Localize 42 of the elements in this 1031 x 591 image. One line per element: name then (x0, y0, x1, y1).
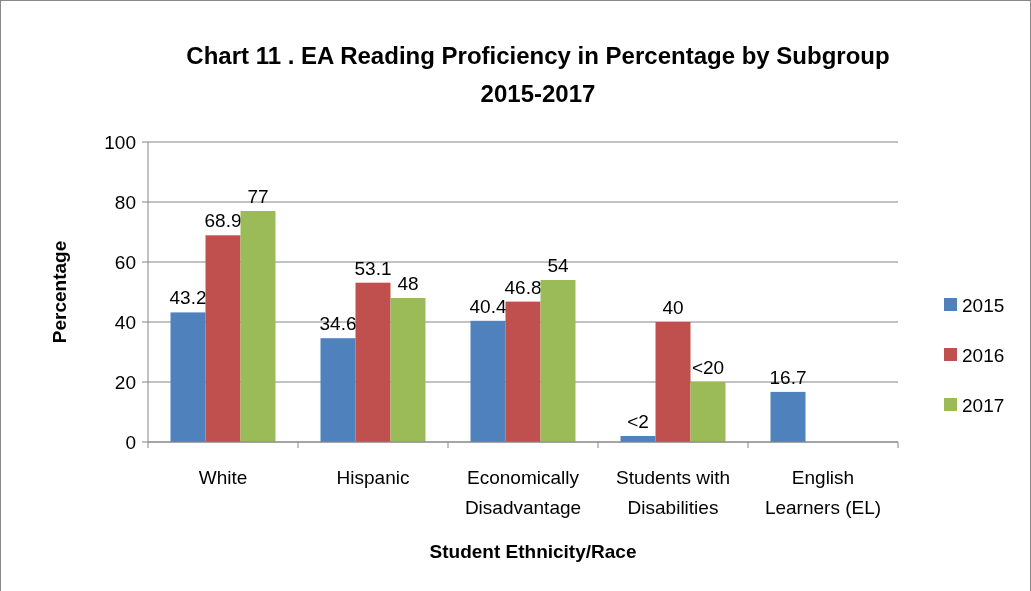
data-label: 34.6 (319, 313, 357, 335)
y-tick-label: 80 (114, 191, 136, 213)
bar (540, 280, 576, 442)
x-tick-label: English Learners (EL) (764, 467, 882, 518)
bar (320, 338, 356, 442)
chart-title: Chart 11 . EA Reading Proficiency in Percentage by Subgroup 2015-2017 (186, 42, 890, 107)
data-label: 68.9 (204, 210, 242, 232)
bar (390, 298, 426, 442)
legend-label: 2016 (962, 344, 1005, 366)
data-label: 16.7 (769, 366, 807, 388)
data-label: 48 (397, 273, 419, 294)
y-tick-label: 100 (104, 131, 136, 153)
data-label: 54 (547, 255, 569, 276)
y-tick-label: 40 (114, 311, 136, 333)
legend-label: 2015 (962, 294, 1005, 316)
data-label: 53.1 (354, 257, 392, 279)
bar (355, 282, 391, 442)
data-label: 40 (662, 297, 684, 318)
x-tick-label: Students with Disabilities (615, 467, 731, 518)
data-label: <2 (627, 411, 649, 432)
data-label: 40.4 (469, 295, 507, 317)
x-tick-label: Hispanic (336, 467, 410, 488)
data-label: 77 (247, 186, 269, 207)
bar (655, 322, 691, 442)
bar (205, 235, 241, 442)
y-tick-label: 20 (114, 371, 136, 393)
bar (240, 211, 276, 442)
x-tick-label: Economically Disadvantage (464, 467, 582, 518)
bar (170, 312, 206, 442)
data-label: 46.8 (504, 276, 542, 298)
bar (505, 301, 541, 442)
y-axis-title: Percentage (49, 240, 70, 344)
y-tick-label: 0 (125, 431, 136, 453)
y-tick-label: 60 (114, 251, 136, 273)
bar (770, 391, 806, 442)
x-axis-title: Student Ethnicity/Race (429, 541, 637, 562)
data-label: <20 (691, 357, 725, 378)
legend-label: 2017 (962, 394, 1005, 416)
bar (690, 382, 726, 442)
x-tick-label: White (198, 467, 248, 488)
bar (470, 320, 506, 442)
data-label: 43.2 (169, 287, 207, 309)
